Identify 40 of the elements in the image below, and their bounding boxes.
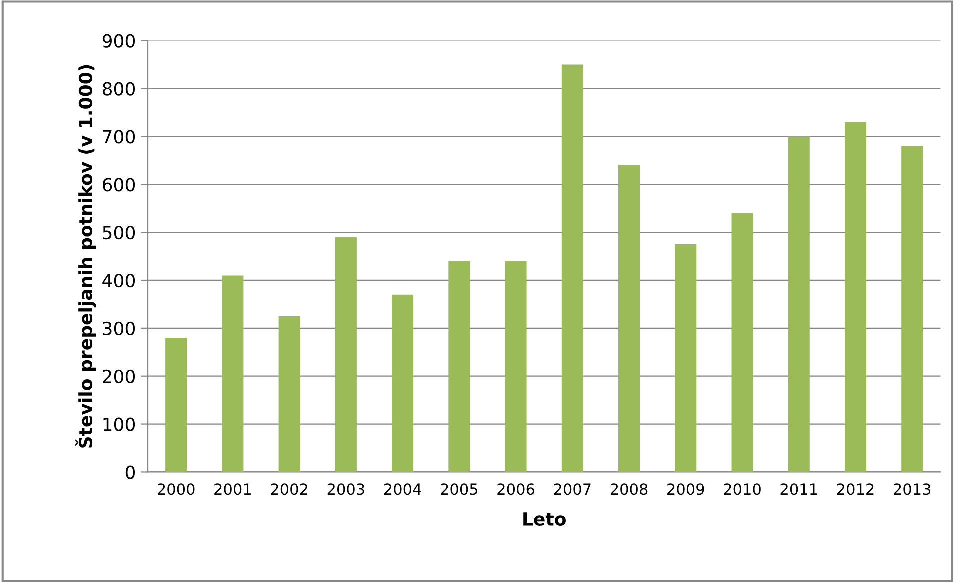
x-tick-label: 2006 bbox=[498, 484, 535, 496]
bar bbox=[222, 276, 244, 472]
bar bbox=[505, 261, 527, 472]
bar bbox=[788, 136, 810, 472]
y-tick-label: 500 bbox=[103, 226, 136, 240]
x-tick-label: 2009 bbox=[668, 484, 704, 496]
x-tick-label: 2005 bbox=[441, 484, 478, 496]
bar bbox=[732, 213, 754, 472]
x-tick-label: 2001 bbox=[214, 484, 251, 496]
bar bbox=[392, 294, 414, 472]
bar bbox=[902, 146, 924, 472]
x-tick-label: 2012 bbox=[837, 484, 874, 496]
x-tick-label: 2011 bbox=[780, 484, 818, 496]
y-tick-label: 200 bbox=[103, 370, 136, 384]
x-tick-label: 2013 bbox=[894, 484, 931, 496]
bar bbox=[166, 338, 188, 472]
y-axis-title: Število prepeljanih potnikov (v 1.000) bbox=[76, 65, 96, 448]
bar bbox=[335, 237, 357, 472]
bar bbox=[618, 165, 640, 472]
y-tick-label: 600 bbox=[103, 178, 136, 192]
y-tick-label: 0 bbox=[126, 466, 136, 480]
y-tick-label: 900 bbox=[102, 34, 136, 48]
y-tick-label: 400 bbox=[102, 274, 136, 288]
x-tick-label: 2007 bbox=[554, 484, 591, 496]
bar bbox=[844, 122, 867, 472]
bar bbox=[675, 244, 697, 472]
y-tick-label: 300 bbox=[103, 322, 136, 336]
x-tick-label: 2004 bbox=[384, 484, 422, 496]
x-tick-label: 2002 bbox=[271, 484, 308, 496]
bar bbox=[278, 316, 300, 472]
x-tick-label: 2003 bbox=[328, 484, 364, 496]
x-axis-title: Leto bbox=[524, 512, 566, 526]
x-tick-label: 2000 bbox=[158, 484, 195, 496]
y-tick-label: 700 bbox=[103, 130, 136, 144]
x-tick-label: 2008 bbox=[610, 484, 648, 496]
y-tick-label: 800 bbox=[102, 82, 136, 96]
bar bbox=[448, 261, 470, 472]
y-tick-label: 100 bbox=[104, 418, 136, 432]
bar bbox=[562, 64, 584, 472]
x-tick-label: 2010 bbox=[724, 484, 761, 496]
